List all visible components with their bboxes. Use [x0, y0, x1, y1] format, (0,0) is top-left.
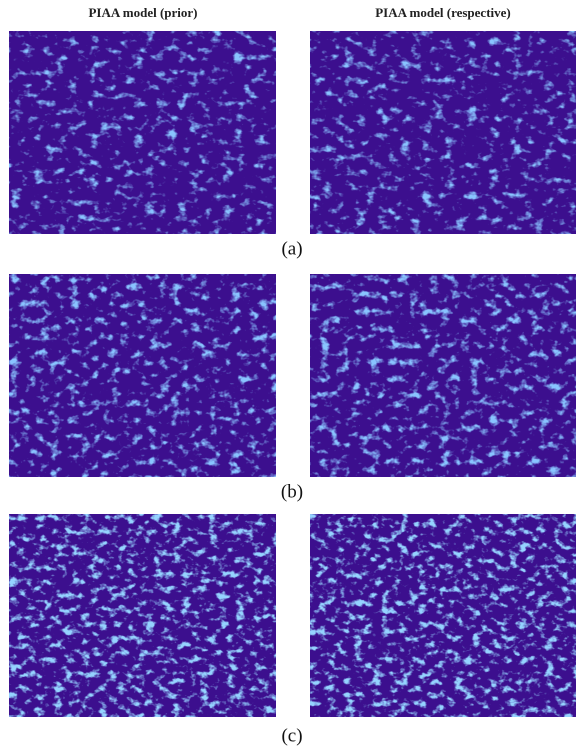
heatmap-texture	[9, 31, 276, 234]
heatmap-texture	[9, 514, 276, 717]
heatmap-texture	[310, 514, 576, 717]
panel-label: (c)	[281, 725, 302, 746]
panel-label: (b)	[281, 481, 303, 502]
column-header: PIAA model (respective)	[375, 5, 511, 20]
heatmap-texture	[310, 274, 576, 477]
column-header: PIAA model (prior)	[88, 5, 197, 20]
figure: PIAA model (prior) PIAA model (respectiv…	[0, 0, 576, 751]
heatmap-texture	[310, 31, 576, 234]
heatmap-texture	[9, 274, 276, 477]
panel-label: (a)	[281, 238, 302, 259]
page: {"header": {"columns": ["PIAA model (pri…	[0, 0, 576, 751]
